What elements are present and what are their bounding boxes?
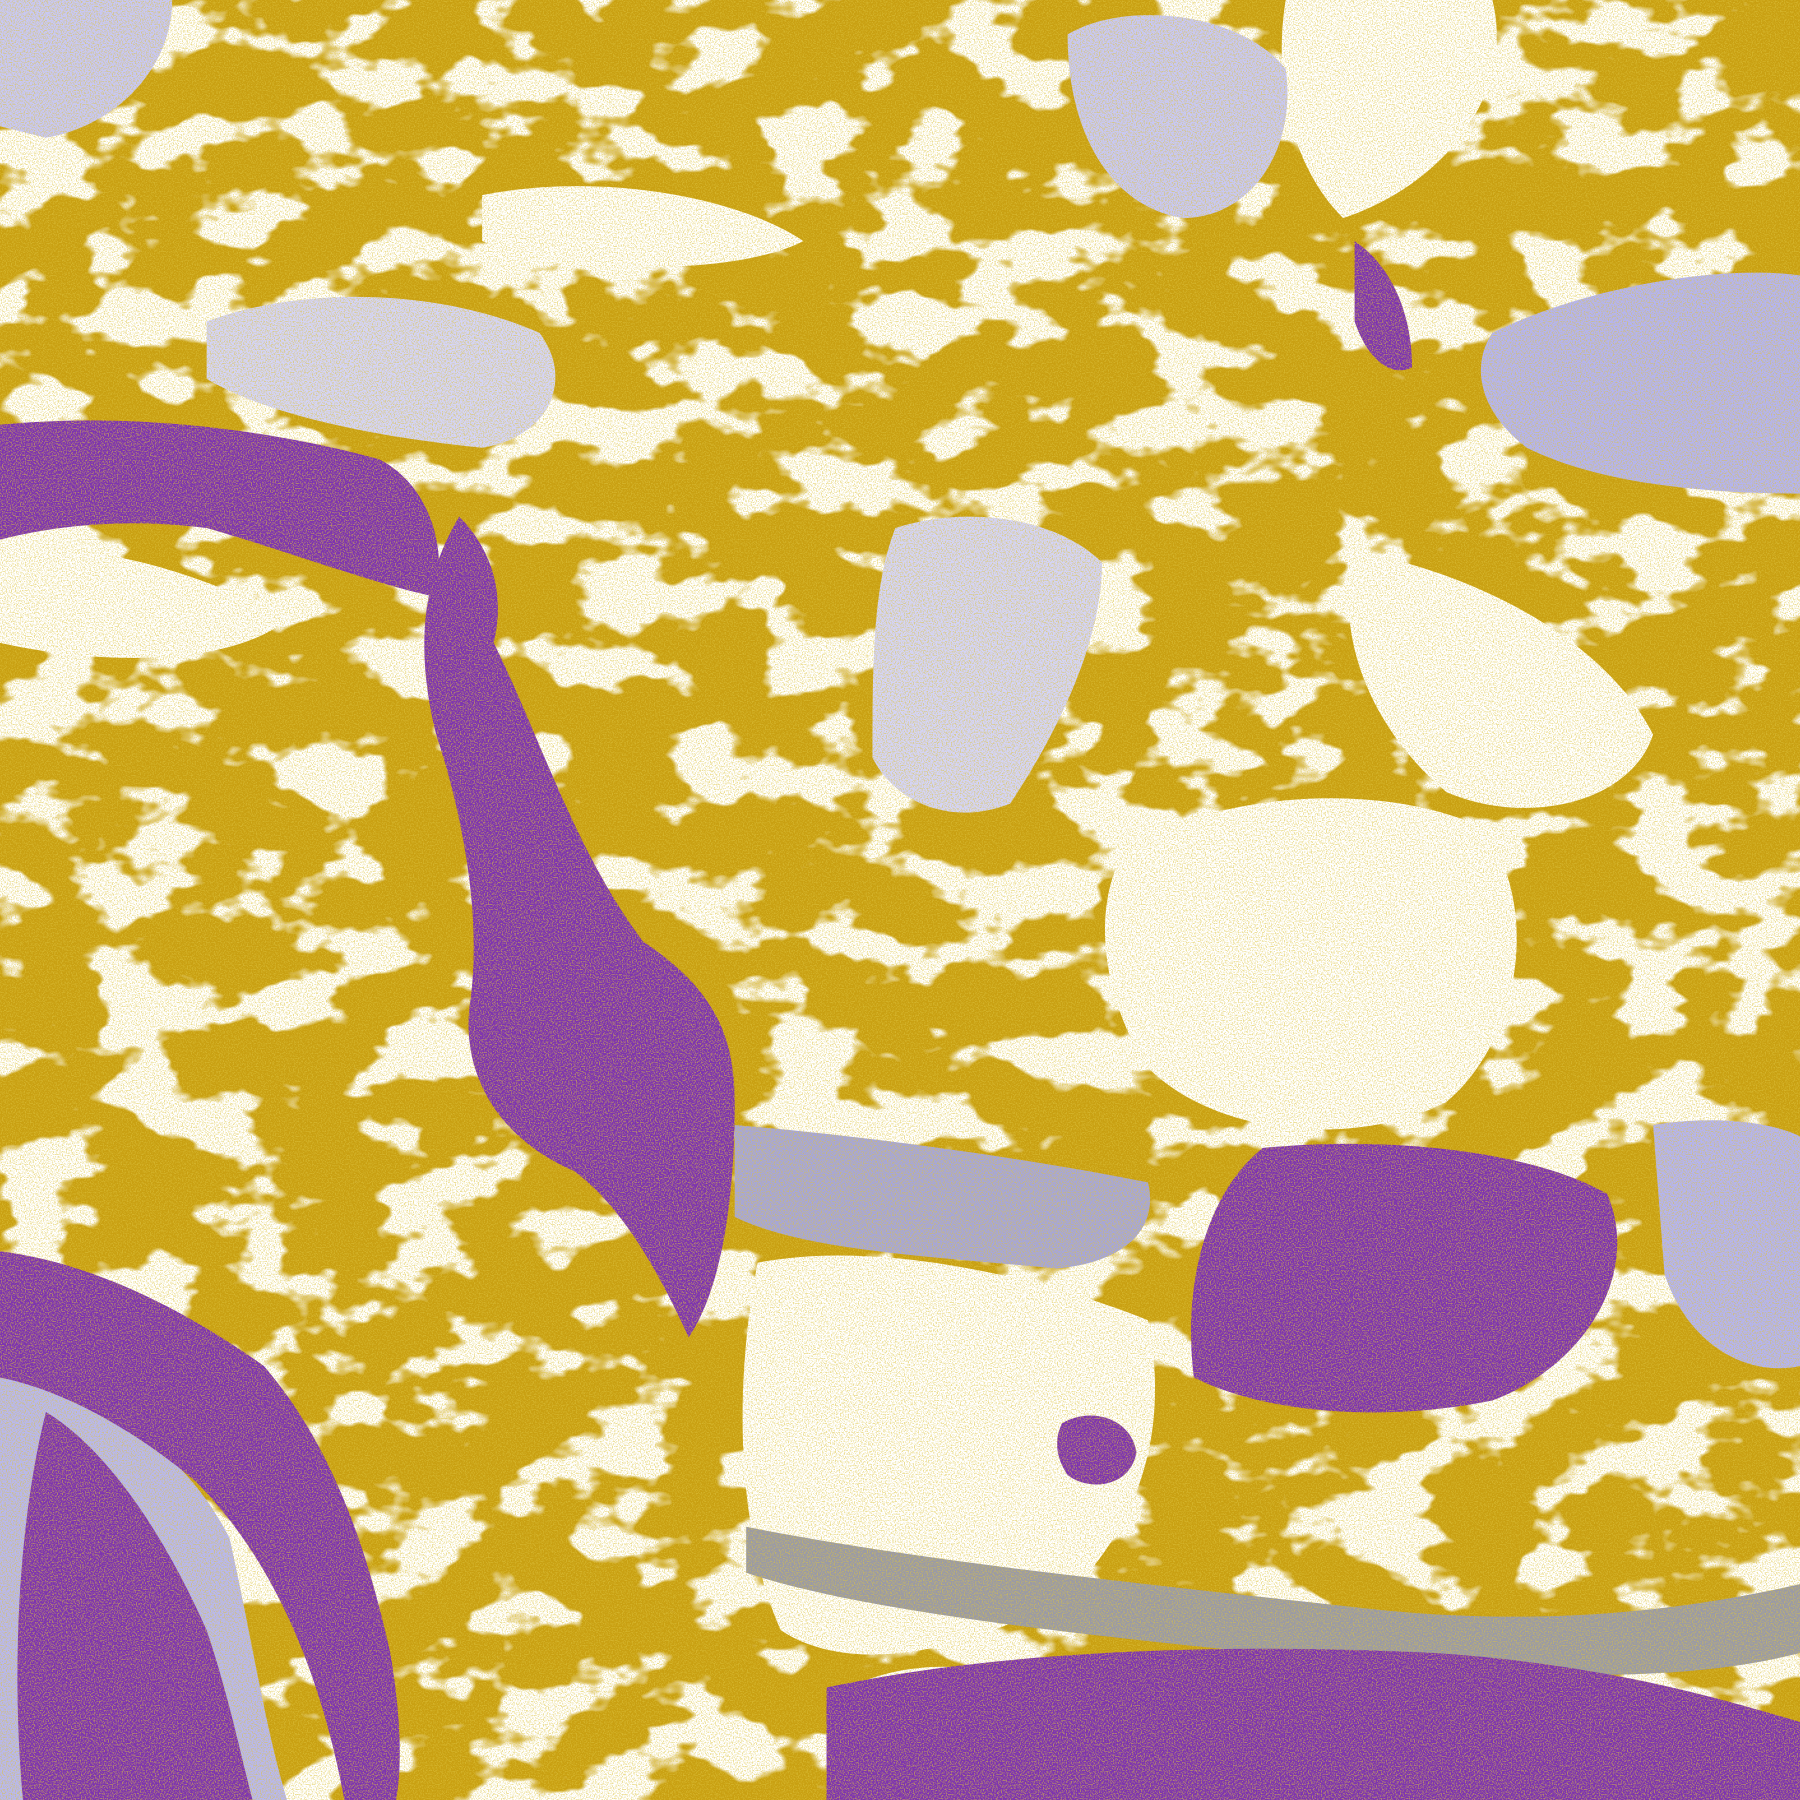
texture xyxy=(0,0,1800,1800)
satellite-image xyxy=(0,0,1800,1800)
page: {} xyxy=(0,0,1800,1800)
